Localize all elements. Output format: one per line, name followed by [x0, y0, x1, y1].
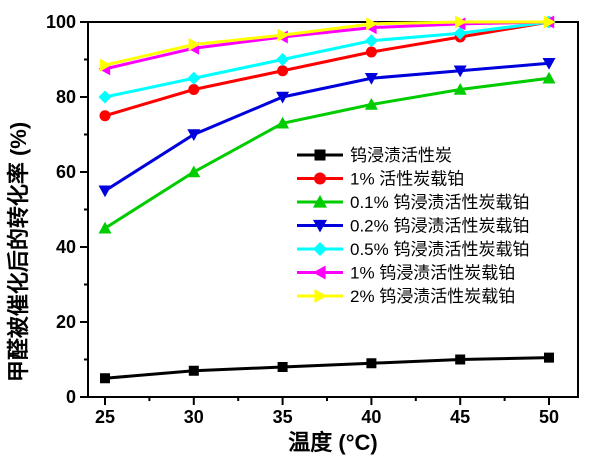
square-marker — [314, 149, 326, 161]
legend-label: 1% 钨浸渍活性炭载铂 — [350, 264, 515, 283]
triangle-down-marker — [187, 129, 201, 141]
x-axis-title: 温度 (°C) — [288, 430, 377, 455]
triangle-down-marker — [364, 73, 378, 85]
series-line-5 — [104, 20, 550, 71]
series-layer — [98, 15, 556, 384]
legend-label: 0.1% 钨浸渍活性炭载铂 — [350, 193, 529, 212]
square-marker — [455, 354, 466, 365]
y-tick-label: 60 — [56, 162, 76, 182]
x-tick-label: 25 — [95, 407, 115, 427]
triangle-left-marker — [313, 265, 326, 280]
legend-item-4: 0.5% 钨浸渍活性炭载铂 — [297, 240, 529, 259]
series-line-4 — [104, 20, 550, 99]
square-marker — [544, 352, 554, 363]
triangle-up-marker — [276, 116, 290, 129]
legend-item-6: 2% 钨浸渍活性炭载铂 — [297, 287, 515, 306]
y-tick-label: 20 — [56, 312, 76, 332]
circle-marker — [277, 65, 289, 77]
diamond-marker — [453, 26, 467, 40]
triangle-down-marker — [542, 58, 556, 70]
triangle-up-marker — [542, 71, 556, 84]
triangle-right-marker — [366, 17, 378, 31]
triangle-right-marker — [99, 58, 112, 72]
diamond-marker — [364, 34, 378, 48]
circle-marker — [99, 110, 111, 122]
y-tick-label: 100 — [46, 12, 76, 32]
legend-label: 1% 活性炭载铂 — [350, 170, 464, 189]
triangle-right-marker — [277, 28, 290, 42]
legend-label: 2% 钨浸渍活性炭载铂 — [350, 287, 515, 306]
series-line-1 — [104, 20, 550, 118]
series-4 — [98, 15, 556, 104]
legend-label: 钨浸渍活性炭 — [350, 146, 452, 165]
axis-ticks: 25 30 35 40 45 50 0 20 40 60 80 100 — [46, 12, 559, 427]
series-3 — [98, 58, 556, 198]
series-line-3 — [104, 61, 550, 193]
legend-item-2: 0.1% 钨浸渍活性炭载铂 — [297, 193, 529, 212]
legend-item-1: 1% 活性炭载铂 — [297, 170, 464, 189]
square-marker — [277, 362, 288, 372]
square-marker — [188, 365, 199, 376]
diamond-marker — [187, 71, 201, 85]
legend-item-3: 0.2% 钨浸渍活性炭载铂 — [297, 217, 529, 236]
triangle-up-marker — [313, 195, 327, 208]
series-6 — [99, 15, 556, 72]
triangle-right-marker — [543, 15, 556, 29]
triangle-down-marker — [276, 91, 290, 104]
triangle-up-marker — [187, 165, 201, 178]
y-axis-title: 甲醛被催化后的转化率 (%) — [6, 122, 31, 382]
series-0 — [100, 352, 554, 384]
triangle-up-marker — [98, 221, 112, 234]
triangle-up-marker — [453, 83, 467, 95]
triangle-down-marker — [313, 219, 327, 233]
diamond-marker — [276, 53, 290, 66]
triangle-right-marker — [314, 289, 327, 303]
x-tick-label: 30 — [184, 407, 204, 427]
legend-label: 0.2% 钨浸渍活性炭载铂 — [350, 217, 529, 236]
x-tick-label: 45 — [450, 407, 470, 427]
square-marker — [366, 358, 377, 369]
triangle-up-marker — [364, 98, 378, 110]
series-line-6 — [104, 20, 549, 67]
series-line-2 — [104, 76, 550, 230]
series-line-0 — [104, 356, 550, 380]
diamond-marker — [313, 242, 327, 256]
y-tick-label: 80 — [56, 87, 76, 107]
square-marker — [100, 373, 110, 384]
y-tick-label: 0 — [66, 387, 76, 407]
circle-marker — [365, 46, 377, 58]
triangle-right-marker — [188, 38, 201, 51]
legend-label: 0.5% 钨浸渍活性炭载铂 — [350, 240, 529, 259]
triangle-down-marker — [98, 185, 112, 198]
x-tick-label: 40 — [361, 407, 381, 427]
legend-item-5: 1% 钨浸渍活性炭载铂 — [297, 264, 515, 283]
legend: 钨浸渍活性炭 1% 活性炭载铂 0.1% 钨浸渍活性炭载铂 0.2% 钨浸渍活性炭载铂… — [297, 146, 529, 306]
triangle-down-marker — [453, 65, 467, 78]
triangle-right-marker — [455, 15, 467, 29]
y-tick-label: 40 — [56, 237, 76, 257]
series-2 — [98, 71, 556, 234]
x-tick-label: 35 — [273, 407, 293, 427]
legend-item-0: 钨浸渍活性炭 — [297, 146, 452, 165]
circle-marker — [188, 84, 200, 95]
circle-marker — [314, 172, 326, 185]
series-5 — [98, 15, 555, 76]
x-tick-label: 50 — [539, 407, 559, 427]
diamond-marker — [98, 90, 112, 104]
